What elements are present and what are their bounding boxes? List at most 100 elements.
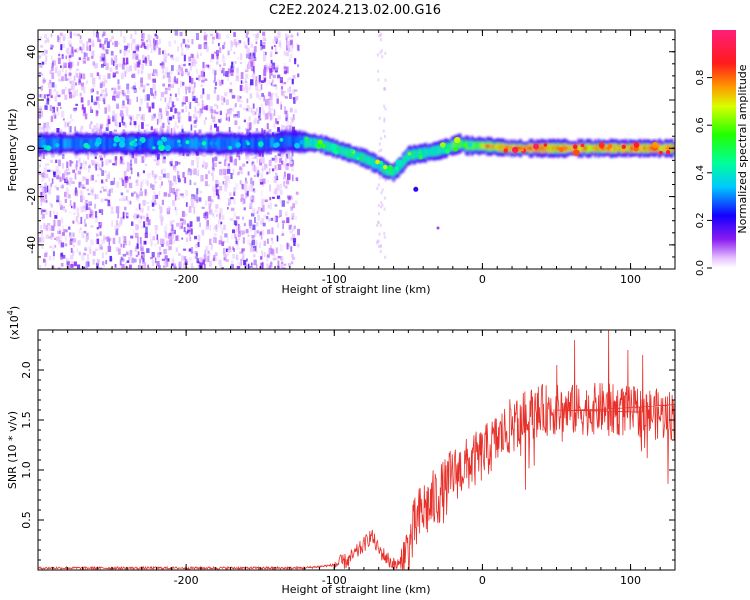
noise-mark <box>122 156 125 162</box>
ridge-inner <box>183 139 186 148</box>
noise-mark <box>73 202 76 209</box>
ridge-core <box>543 146 546 151</box>
noise-mark <box>57 35 59 43</box>
noise-mark <box>135 179 139 186</box>
noise-mark <box>258 113 261 118</box>
noise-mark <box>48 255 52 261</box>
noise-mark <box>45 234 49 239</box>
noise-mark <box>64 243 68 247</box>
noise-mark <box>133 89 137 92</box>
noise-mark <box>138 106 142 111</box>
noise-mark <box>64 170 68 175</box>
noise-mark <box>201 79 205 83</box>
noise-mark <box>274 156 278 163</box>
noise-mark <box>261 156 265 164</box>
noise-mark <box>169 71 173 75</box>
noise-mark <box>61 55 65 60</box>
noise-mark <box>57 111 60 116</box>
noise-mark <box>160 220 163 226</box>
noise-mark <box>206 94 211 100</box>
noise-mark <box>254 217 256 223</box>
noise-mark <box>130 167 133 175</box>
noise-mark <box>77 264 81 269</box>
noise-mark <box>101 43 105 50</box>
noise-mark <box>49 70 53 75</box>
noise-mark <box>121 116 124 123</box>
noise-mark <box>136 197 139 202</box>
noise-mark <box>171 232 175 239</box>
noise-mark <box>243 223 246 227</box>
noise-mark <box>86 188 90 191</box>
noise-mark <box>194 60 198 64</box>
ridge-inner <box>39 137 42 150</box>
noise-mark <box>167 233 171 239</box>
noise-mark <box>106 118 109 126</box>
noise-mark <box>99 56 103 62</box>
noise-mark <box>172 200 175 206</box>
ridge-blob <box>440 142 446 148</box>
noise-mark <box>145 152 148 158</box>
noise-mark <box>126 189 129 193</box>
noise-mark <box>53 171 56 175</box>
noise-mark <box>55 165 59 173</box>
noise-mark <box>96 259 100 264</box>
noise-mark <box>280 104 283 110</box>
noise-mark <box>276 223 280 228</box>
noise-mark <box>295 193 299 196</box>
spectrogram-ridge <box>38 129 675 230</box>
noise-mark <box>70 264 74 268</box>
noise-mark <box>75 107 78 110</box>
noise-mark <box>216 53 219 60</box>
noise-mark <box>68 55 72 58</box>
ridge-inner <box>219 139 222 148</box>
noise-mark <box>205 64 210 68</box>
noise-mark <box>184 212 187 217</box>
noise-mark <box>162 168 166 173</box>
noise-mark <box>38 105 43 109</box>
ridge-inner <box>44 138 47 149</box>
ridge-blob <box>598 142 605 149</box>
noise-mark <box>109 255 112 262</box>
noise-mark <box>379 34 382 37</box>
noise-mark <box>201 100 204 107</box>
ridge-core <box>596 146 599 151</box>
noise-mark <box>77 61 80 66</box>
noise-mark <box>174 179 178 185</box>
ridge-core <box>639 146 642 151</box>
snr-multiplier-base: (x10 <box>8 315 21 340</box>
noise-mark <box>147 266 150 269</box>
noise-mark <box>289 121 293 128</box>
noise-mark <box>101 91 104 96</box>
ridge-inner <box>277 136 280 148</box>
noise-mark <box>173 167 177 172</box>
noise-mark <box>64 94 68 100</box>
noise-mark <box>132 229 135 236</box>
noise-mark <box>138 59 141 65</box>
noise-mark <box>187 45 190 48</box>
noise-mark <box>135 113 139 120</box>
noise-mark <box>62 254 66 259</box>
noise-mark <box>91 128 95 132</box>
ridge-core <box>665 146 668 151</box>
noise-mark <box>117 91 121 96</box>
noise-mark <box>249 225 252 229</box>
noise-mark <box>62 61 66 66</box>
noise-mark <box>89 164 92 169</box>
noise-mark <box>230 65 234 73</box>
noise-mark <box>124 261 127 269</box>
noise-mark <box>96 111 99 114</box>
noise-mark <box>47 82 50 85</box>
noise-mark <box>54 128 57 131</box>
noise-mark <box>268 267 271 269</box>
noise-mark <box>272 74 276 79</box>
noise-mark <box>204 215 208 220</box>
noise-mark <box>63 118 65 121</box>
noise-mark <box>151 252 155 258</box>
noise-mark <box>105 236 109 240</box>
noise-mark <box>279 244 283 252</box>
noise-mark <box>281 124 283 130</box>
noise-mark <box>273 109 276 116</box>
noise-mark <box>227 207 229 210</box>
noise-mark <box>160 92 165 98</box>
noise-mark <box>378 149 381 153</box>
